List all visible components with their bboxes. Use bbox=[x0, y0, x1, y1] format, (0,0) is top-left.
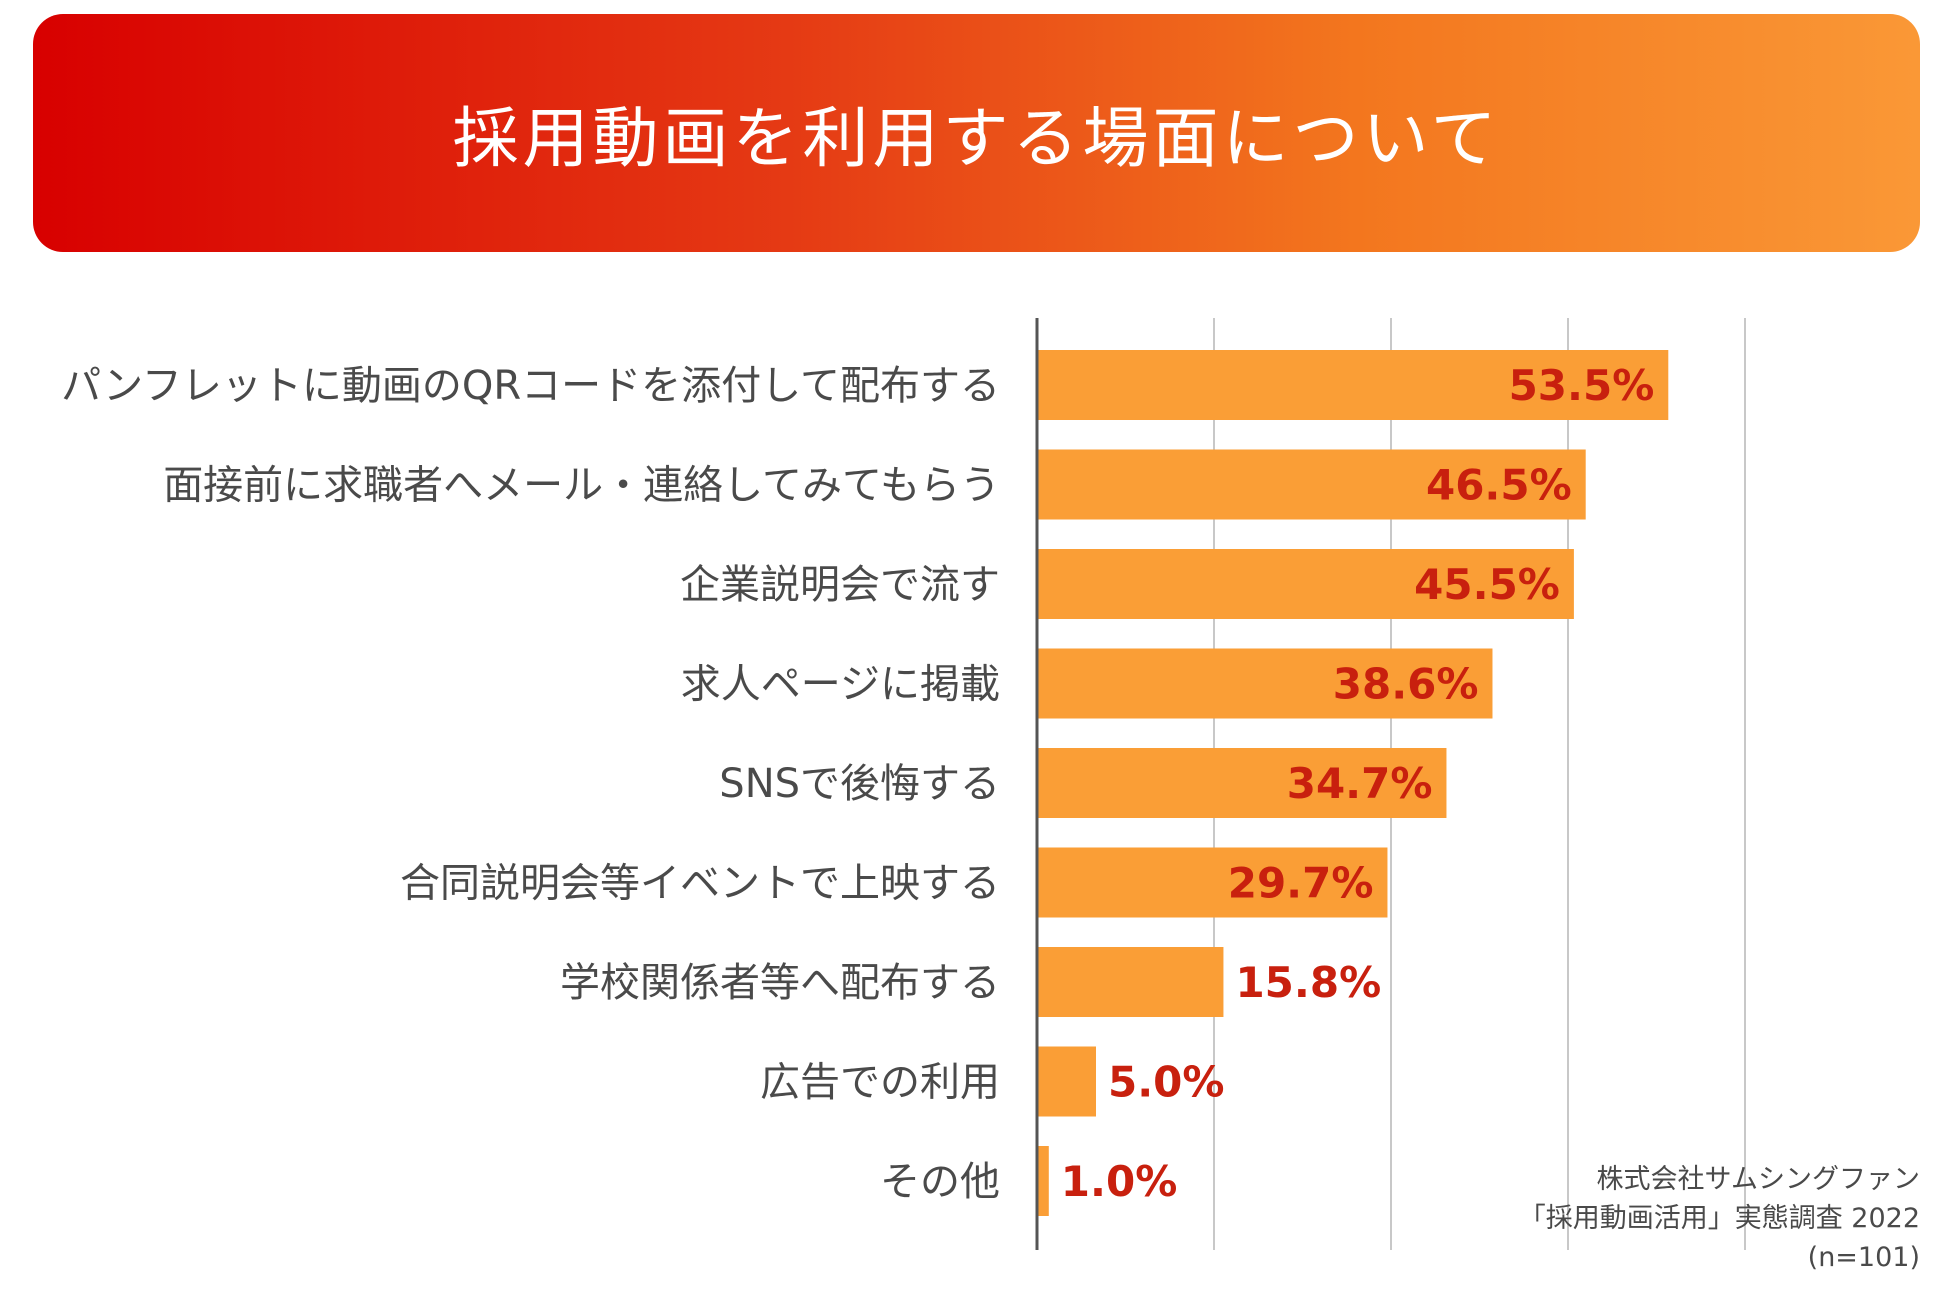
category-label-3: 企業説明会で流す bbox=[680, 562, 1000, 608]
value-label-2: 46.5% bbox=[1426, 461, 1572, 510]
bar-8 bbox=[1037, 1046, 1096, 1117]
bar-3 bbox=[1037, 549, 1574, 619]
bar-5 bbox=[1037, 748, 1447, 818]
category-label-2: 面接前に求職者へメール・連絡してみてもらう bbox=[163, 463, 1000, 509]
category-label-5: SNSで後悔する bbox=[719, 761, 1000, 807]
bar-2 bbox=[1037, 449, 1586, 520]
category-label-6: 合同説明会等イベントで上映する bbox=[400, 861, 1000, 907]
chart-title: 採用動画を利用する場面について bbox=[452, 100, 1501, 177]
bar-1 bbox=[1037, 350, 1669, 420]
source-survey: 「採用動画活用」実態調査 2022 bbox=[1518, 1203, 1920, 1234]
source-note: 株式会社サムシングファン 「採用動画活用」実態調査 2022 (n=101) bbox=[1519, 1160, 1920, 1277]
value-label-8: 5.0% bbox=[1108, 1058, 1224, 1107]
source-company: 株式会社サムシングファン bbox=[1596, 1164, 1920, 1195]
bar-7 bbox=[1037, 947, 1224, 1017]
category-label-4: 求人ページに掲載 bbox=[681, 662, 1000, 708]
value-label-5: 34.7% bbox=[1287, 759, 1433, 808]
source-sample-size: (n=101) bbox=[1807, 1242, 1920, 1273]
category-label-8: 広告での利用 bbox=[760, 1060, 1000, 1106]
bar-6 bbox=[1037, 847, 1388, 918]
category-label-7: 学校関係者等へ配布する bbox=[560, 960, 1000, 1006]
category-label-9: その他 bbox=[880, 1159, 1000, 1205]
bar-9 bbox=[1037, 1146, 1049, 1216]
value-label-1: 53.5% bbox=[1509, 361, 1655, 410]
value-label-7: 15.8% bbox=[1235, 958, 1381, 1007]
category-label-1: パンフレットに動画のQRコードを添付して配布する bbox=[61, 363, 1000, 409]
value-label-4: 38.6% bbox=[1333, 660, 1479, 709]
title-banner: 採用動画を利用する場面について bbox=[33, 14, 1920, 252]
bar-4 bbox=[1037, 648, 1493, 719]
value-label-3: 45.5% bbox=[1414, 560, 1560, 609]
value-label-9: 1.0% bbox=[1061, 1157, 1177, 1206]
value-label-6: 29.7% bbox=[1228, 859, 1374, 908]
